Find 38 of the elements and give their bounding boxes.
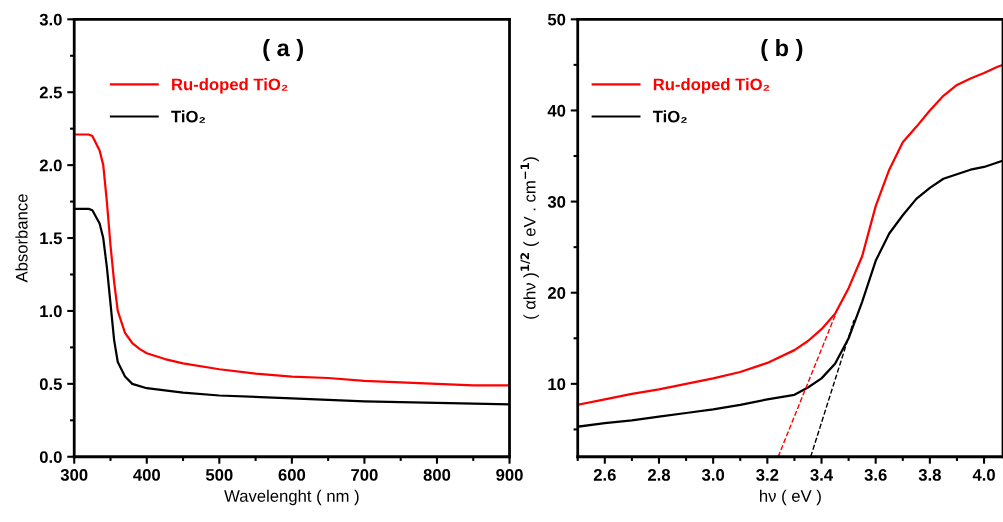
x-tick-label: 800: [423, 469, 451, 481]
x-tick-label: 300: [60, 469, 88, 481]
x-tick-label: 3.4: [810, 469, 834, 481]
x-tick-label: 900: [496, 469, 523, 481]
y-tick-label: 2.5: [39, 86, 62, 99]
x-tick-label: 3.8: [918, 469, 941, 481]
x-axis-title: Wavelenght ( nm ): [224, 489, 359, 506]
y-tick-label: 20: [547, 287, 566, 299]
x-tick-label: 3.6: [864, 469, 887, 481]
y-axis-title: ( αhν )$^{1/2}$ ( eV . cm$^{−1}$): [520, 157, 539, 319]
y-tick-label: 30: [547, 195, 566, 208]
y-tick-label: 0.5: [39, 378, 62, 391]
x-tick-label: 2.6: [593, 469, 616, 481]
x-tick-label: 600: [278, 469, 306, 481]
x-axis-title: hν ( eV ): [760, 489, 821, 506]
text: ( a ): [263, 39, 303, 62]
x-tick-label: 4.0: [972, 469, 995, 481]
x-tick-label: 3.0: [701, 469, 725, 481]
legend-label: TiO₂: [171, 110, 205, 123]
y-tick-label: 1.5: [40, 232, 62, 245]
x-tick-label: 400: [133, 469, 160, 481]
legend-label: Ru-doped TiO₂: [172, 78, 288, 94]
x-tick-label: 3.2: [756, 469, 779, 481]
x-tick-label: 700: [351, 469, 378, 481]
x-tick-label: 2.8: [647, 469, 671, 481]
y-tick-label: 50: [547, 13, 566, 26]
legend-label: Ru-doped TiO₂: [653, 78, 770, 94]
x-tick-label: 500: [205, 469, 233, 481]
y-axis-title: Absorbance: [15, 194, 28, 283]
text: ( b ): [761, 39, 803, 62]
y-tick-label: 3.0: [39, 13, 62, 26]
legend-label: TiO₂: [652, 110, 687, 123]
y-tick-label: 0.0: [39, 451, 62, 463]
y-tick-label: 40: [547, 104, 566, 117]
y-tick-label: 2.0: [39, 159, 62, 172]
line-series: [74, 133, 510, 387]
y-tick-label: 10: [548, 378, 566, 391]
y-tick-label: 1.0: [40, 305, 62, 318]
